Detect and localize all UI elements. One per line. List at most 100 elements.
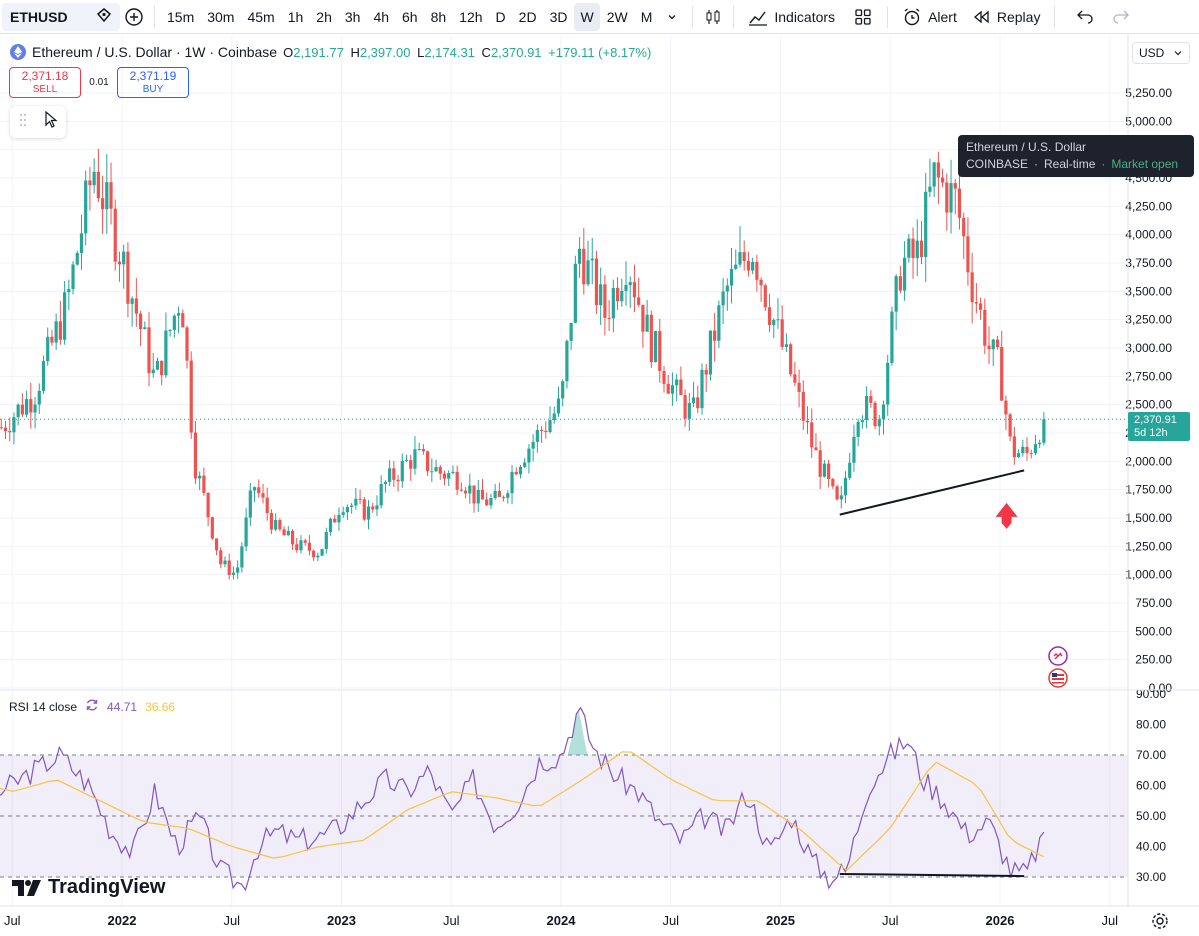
time-tick-label: 2024	[547, 913, 577, 928]
candle	[772, 318, 776, 339]
favorite-diamond-icon[interactable]	[96, 7, 112, 26]
alert-button[interactable]: Alert	[894, 3, 965, 31]
candle	[290, 529, 295, 551]
candle-body	[687, 403, 691, 419]
candle-body	[615, 287, 620, 302]
candle	[409, 454, 413, 481]
candle-body	[181, 313, 185, 328]
candles-chart-type-icon[interactable]	[699, 3, 727, 31]
candle	[856, 418, 860, 447]
timeframe-15m[interactable]: 15m	[167, 8, 195, 25]
candle-body	[396, 479, 400, 482]
refresh-icon[interactable]	[85, 698, 99, 715]
candle-body	[759, 279, 763, 286]
candle-body	[375, 505, 379, 510]
candle	[362, 497, 366, 521]
layout-grid-icon[interactable]	[849, 3, 877, 31]
compare-plus-icon[interactable]	[120, 3, 148, 31]
candle-body	[974, 302, 978, 304]
candle-body	[79, 233, 84, 253]
price-axis: 0.00 250.00 500.00 750.00 1,000.00 1,250.00 1,…	[1125, 86, 1172, 695]
candle	[303, 538, 307, 546]
timeframe-w[interactable]: W	[574, 2, 600, 31]
timeframe-3d[interactable]: 3D	[549, 8, 568, 25]
indicators-button[interactable]: Indicators	[740, 3, 843, 31]
timeframe-1h[interactable]: 1h	[287, 8, 304, 25]
currency-select[interactable]: USD	[1132, 42, 1190, 64]
candle-body	[134, 298, 138, 314]
price-tick-label: 1,250.00	[1125, 539, 1172, 553]
candle-body	[388, 468, 392, 482]
timeframe-3h[interactable]: 3h	[344, 8, 361, 25]
candle-body	[827, 463, 831, 480]
rsi-line	[0, 706, 1045, 892]
candle	[358, 489, 362, 505]
candle	[113, 199, 117, 271]
candle-body	[932, 162, 936, 187]
rsi-tick-label: 30.00	[1136, 870, 1166, 884]
candle-body	[12, 417, 16, 433]
candle	[839, 486, 843, 509]
sell-button[interactable]: 2,371.18 SELL	[9, 67, 81, 98]
timeframe-12h[interactable]: 12h	[459, 8, 483, 25]
timeframe-6h[interactable]: 6h	[402, 8, 418, 25]
candle	[58, 300, 62, 345]
candle	[236, 560, 240, 579]
alert-label: Alert	[928, 8, 957, 25]
candle-body	[206, 493, 210, 518]
replay-button[interactable]: Replay	[965, 3, 1049, 31]
symbol-search[interactable]: ETHUSD	[2, 2, 120, 31]
rsi-axis: 30.00 40.00 50.00 60.00 70.00 80.00 90.00	[1136, 687, 1166, 884]
timeframe-30m[interactable]: 30m	[207, 8, 235, 25]
candle-body	[734, 264, 738, 269]
candle	[447, 470, 451, 487]
timeframe-4h[interactable]: 4h	[373, 8, 390, 25]
timeframe-2h[interactable]: 2h	[316, 8, 332, 25]
candle	[662, 366, 666, 393]
candle-body	[189, 360, 193, 433]
settings-gear-icon[interactable]	[1150, 911, 1170, 931]
candle	[729, 247, 734, 304]
candle-body	[738, 252, 742, 265]
timeframe-m[interactable]: M	[640, 8, 653, 25]
candle-body	[185, 327, 189, 361]
candle	[746, 251, 751, 277]
candle	[801, 380, 805, 430]
candle	[244, 508, 248, 552]
candle-body	[130, 298, 134, 304]
candle	[392, 460, 396, 487]
tradingview-logo[interactable]: TradingView	[12, 876, 165, 899]
candle-body	[945, 182, 949, 213]
timeframe-chevron-down-icon[interactable]	[658, 3, 686, 31]
toolbar-divider	[887, 5, 889, 28]
candle-body	[603, 284, 607, 318]
symbol-legend: Ethereum / U.S. Dollar · 1W · Coinbase O…	[10, 44, 651, 60]
candle-body	[231, 572, 236, 575]
us-flag-icon[interactable]	[1048, 668, 1068, 688]
timeframe-2w[interactable]: 2W	[606, 8, 628, 25]
price-tick-label: 1,750.00	[1125, 483, 1172, 497]
timeframe-2d[interactable]: 2D	[518, 8, 537, 25]
chart-canvas[interactable]: 0.00 250.00 500.00 750.00 1,000.00 1,250.00 1,…	[0, 34, 1199, 936]
ai-sparkle-icon[interactable]	[1048, 646, 1068, 666]
candle-body	[383, 481, 387, 484]
candle-body	[88, 180, 92, 186]
time-tick-label: 2026	[986, 913, 1015, 928]
timeframe-45m[interactable]: 45m	[247, 8, 275, 25]
timeframe-d[interactable]: D	[495, 8, 506, 25]
candle	[1004, 395, 1008, 430]
candle	[615, 277, 620, 311]
candle	[172, 314, 176, 338]
candle	[37, 383, 41, 414]
timeframe-8h[interactable]: 8h	[430, 8, 447, 25]
undo-icon[interactable]	[1071, 3, 1099, 31]
buy-button[interactable]: 2,371.19 BUY	[117, 67, 189, 98]
candle	[894, 274, 898, 331]
redo-icon[interactable]	[1107, 3, 1135, 31]
drag-handle-icon[interactable]	[19, 113, 27, 132]
rsi-legend[interactable]: RSI 14 close 44.71 36.66	[9, 698, 175, 715]
candle	[126, 242, 130, 318]
candle-body	[966, 236, 970, 273]
legend-title[interactable]: Ethereum / U.S. Dollar · 1W · Coinbase	[32, 44, 278, 60]
cursor-arrow-icon[interactable]	[44, 110, 58, 134]
